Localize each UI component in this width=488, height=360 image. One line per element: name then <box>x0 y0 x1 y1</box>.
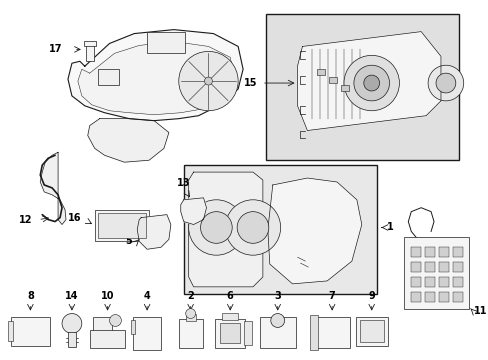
Bar <box>310 315 318 350</box>
Circle shape <box>109 315 121 327</box>
Bar <box>452 292 462 302</box>
Circle shape <box>225 200 280 255</box>
Bar <box>95 210 149 241</box>
Bar <box>215 319 244 348</box>
Polygon shape <box>137 215 170 249</box>
Bar <box>93 316 112 331</box>
Circle shape <box>363 75 379 91</box>
Bar <box>179 319 202 348</box>
Text: 6: 6 <box>226 291 233 301</box>
Circle shape <box>204 77 212 85</box>
Bar <box>185 314 195 321</box>
Text: 1: 1 <box>386 222 392 233</box>
Text: 14: 14 <box>65 291 79 301</box>
Polygon shape <box>181 198 206 225</box>
Text: 10: 10 <box>101 291 114 301</box>
Bar <box>98 69 119 85</box>
Polygon shape <box>188 172 263 287</box>
Bar <box>424 277 434 287</box>
Bar <box>8 321 13 341</box>
Polygon shape <box>87 119 168 162</box>
Circle shape <box>343 55 399 111</box>
Bar <box>85 44 94 61</box>
Bar <box>133 316 161 350</box>
Circle shape <box>353 65 389 101</box>
Circle shape <box>188 200 244 255</box>
Text: 7: 7 <box>328 291 335 301</box>
Bar <box>452 262 462 272</box>
Bar <box>220 323 240 343</box>
Circle shape <box>185 309 195 319</box>
Bar <box>131 320 135 334</box>
Circle shape <box>200 212 232 243</box>
Polygon shape <box>78 41 234 115</box>
Bar <box>222 312 238 320</box>
Bar <box>83 41 96 46</box>
Bar <box>340 85 348 91</box>
Polygon shape <box>297 32 440 131</box>
Polygon shape <box>68 30 243 121</box>
Text: 9: 9 <box>367 291 374 301</box>
Bar <box>438 277 448 287</box>
Bar <box>68 332 76 347</box>
Bar <box>244 321 251 345</box>
Bar <box>355 316 387 346</box>
Circle shape <box>427 65 463 101</box>
Circle shape <box>62 314 81 333</box>
Bar <box>90 330 125 348</box>
Text: 16: 16 <box>68 213 81 222</box>
Bar <box>452 247 462 257</box>
Bar <box>265 14 458 160</box>
Polygon shape <box>40 152 66 225</box>
Text: 5: 5 <box>125 237 132 246</box>
Bar <box>260 316 295 348</box>
Bar <box>410 262 420 272</box>
Bar <box>183 165 376 294</box>
Text: 13: 13 <box>177 178 190 188</box>
Text: 11: 11 <box>473 306 486 316</box>
Text: 3: 3 <box>274 291 281 301</box>
Bar <box>359 320 383 342</box>
Bar <box>98 213 146 238</box>
Text: 4: 4 <box>143 291 150 301</box>
Bar <box>328 77 336 83</box>
Text: 8: 8 <box>27 291 34 301</box>
Bar <box>438 247 448 257</box>
Bar <box>317 69 325 75</box>
Bar <box>438 262 448 272</box>
Bar <box>312 316 349 348</box>
Bar <box>452 277 462 287</box>
Bar <box>410 292 420 302</box>
Polygon shape <box>267 178 361 284</box>
Bar <box>424 262 434 272</box>
Circle shape <box>270 314 284 327</box>
Circle shape <box>179 51 238 111</box>
Text: 17: 17 <box>48 44 62 54</box>
Bar <box>424 292 434 302</box>
Bar <box>438 292 448 302</box>
Bar <box>11 316 50 346</box>
Bar <box>410 277 420 287</box>
Text: 12: 12 <box>19 215 32 225</box>
Text: 2: 2 <box>187 291 194 301</box>
Bar <box>147 32 184 53</box>
Text: 15: 15 <box>244 78 257 88</box>
Circle shape <box>435 73 455 93</box>
Bar <box>424 247 434 257</box>
Bar <box>404 237 468 309</box>
Circle shape <box>237 212 268 243</box>
Bar <box>410 247 420 257</box>
